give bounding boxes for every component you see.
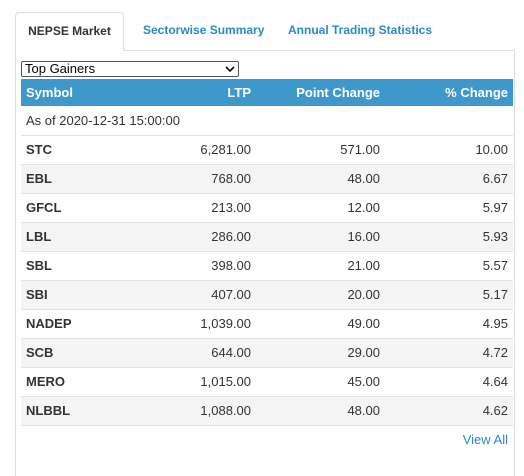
row-point-change: 48.00 — [347, 171, 380, 186]
row-point-change: 49.00 — [347, 316, 380, 331]
row-pct-change: 5.97 — [482, 200, 508, 215]
table-row: NADEP 1,039.00 49.00 4.95 — [21, 310, 513, 339]
gainers-select[interactable]: Top Gainers — [21, 61, 239, 77]
row-symbol: STC — [26, 142, 52, 157]
chevron-down-icon — [225, 66, 235, 73]
row-symbol: GFCL — [26, 200, 62, 215]
column-header-pct-change: % Change — [445, 85, 508, 100]
row-pct-change: 5.17 — [482, 287, 508, 302]
table-row: NLBBL 1,088.00 48.00 4.62 — [21, 397, 513, 426]
view-all-link[interactable]: View All — [462, 432, 508, 447]
row-ltp: 1,015.00 — [200, 374, 251, 389]
tab-panel — [15, 50, 515, 476]
row-point-change: 21.00 — [347, 258, 380, 273]
table-row: MERO 1,015.00 45.00 4.64 — [21, 368, 513, 397]
row-symbol: SBL — [26, 258, 52, 273]
row-ltp: 1,039.00 — [200, 316, 251, 331]
table-row: EBL 768.00 48.00 6.67 — [21, 165, 513, 194]
row-point-change: 29.00 — [347, 345, 380, 360]
row-point-change: 20.00 — [347, 287, 380, 302]
row-pct-change: 4.64 — [482, 374, 508, 389]
row-symbol: MERO — [26, 374, 65, 389]
row-ltp: 768.00 — [211, 171, 251, 186]
tab-nepse-market[interactable]: NEPSE Market — [15, 12, 124, 51]
table-row: SCB 644.00 29.00 4.72 — [21, 339, 513, 368]
table-row: LBL 286.00 16.00 5.93 — [21, 223, 513, 252]
table-row: SBI 407.00 20.00 5.17 — [21, 281, 513, 310]
table-body: STC 6,281.00 571.00 10.00 EBL 768.00 48.00 6.67… — [21, 136, 513, 426]
row-symbol: SCB — [26, 345, 54, 360]
row-pct-change: 4.72 — [482, 345, 508, 360]
row-point-change: 12.00 — [347, 200, 380, 215]
row-pct-change: 10.00 — [475, 142, 508, 157]
column-header-ltp: LTP — [227, 85, 251, 100]
table-row: SBL 398.00 21.00 5.57 — [21, 252, 513, 281]
row-symbol: NADEP — [26, 316, 72, 331]
row-point-change: 16.00 — [347, 229, 380, 244]
table-row: GFCL 213.00 12.00 5.97 — [21, 194, 513, 223]
as-of-timestamp: As of 2020-12-31 15:00:00 — [21, 106, 513, 136]
row-pct-change: 4.95 — [482, 316, 508, 331]
row-symbol: NLBBL — [26, 403, 71, 418]
row-ltp: 1,088.00 — [200, 403, 251, 418]
column-header-point-change: Point Change — [296, 85, 380, 100]
row-point-change: 45.00 — [347, 374, 380, 389]
tab-annual-trading-statistics[interactable]: Annual Trading Statistics — [288, 23, 433, 37]
row-ltp: 644.00 — [211, 345, 251, 360]
table-row: STC 6,281.00 571.00 10.00 — [21, 136, 513, 165]
row-point-change: 571.00 — [340, 142, 380, 157]
gainers-select-value: Top Gainers — [25, 61, 96, 76]
row-ltp: 6,281.00 — [200, 142, 251, 157]
row-pct-change: 5.93 — [482, 229, 508, 244]
row-pct-change: 5.57 — [482, 258, 508, 273]
row-symbol: LBL — [26, 229, 52, 244]
row-pct-change: 6.67 — [482, 171, 508, 186]
row-point-change: 48.00 — [347, 403, 380, 418]
table-header: Symbol LTP Point Change % Change — [21, 79, 513, 106]
row-ltp: 398.00 — [211, 258, 251, 273]
row-symbol: EBL — [26, 171, 52, 186]
gainers-table: Symbol LTP Point Change % Change As of 2… — [21, 79, 513, 426]
tab-sectorwise-summary[interactable]: Sectorwise Summary — [143, 23, 265, 37]
row-ltp: 286.00 — [211, 229, 251, 244]
row-ltp: 213.00 — [211, 200, 251, 215]
row-symbol: SBI — [26, 287, 48, 302]
row-pct-change: 4.62 — [482, 403, 508, 418]
row-ltp: 407.00 — [211, 287, 251, 302]
column-header-symbol: Symbol — [26, 85, 73, 100]
tab-bar: NEPSE Market Sectorwise Summary Annual T… — [15, 12, 515, 51]
